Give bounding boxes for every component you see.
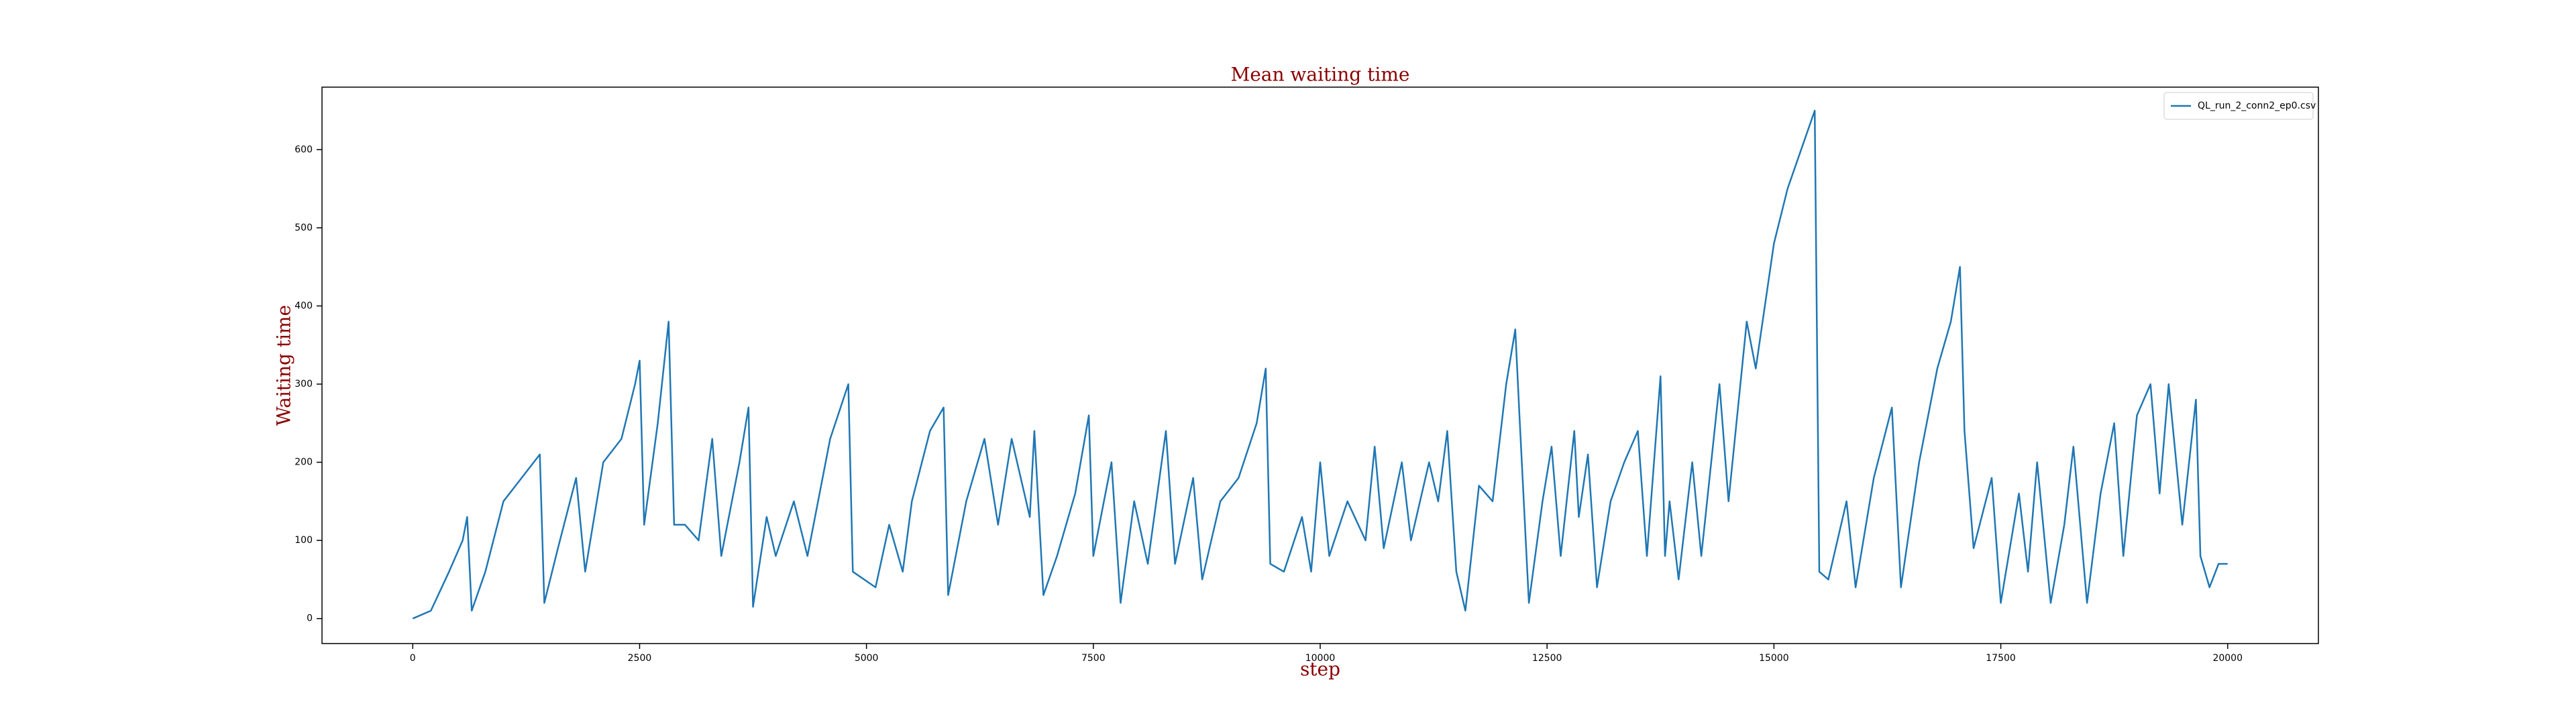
y-tick-label: 200 <box>294 457 313 468</box>
data-line <box>412 109 2228 619</box>
plot-frame <box>321 86 2319 644</box>
y-axis-label: Waiting time <box>273 305 295 426</box>
x-tick-label: 10000 <box>1305 653 1336 664</box>
legend-box <box>2163 92 2314 120</box>
y-tick-label: 300 <box>294 379 313 389</box>
x-tick-label: 0 <box>410 653 416 664</box>
x-tick-label: 2500 <box>628 653 652 664</box>
y-tick-label: 400 <box>294 300 313 311</box>
y-tick-label: 600 <box>294 144 313 155</box>
y-tick-label: 100 <box>294 535 313 546</box>
chart-title: Mean waiting time <box>1231 64 1410 86</box>
legend-label: QL_run_2_conn2_ep0.csv <box>2198 101 2316 111</box>
x-tick-label: 7500 <box>1081 653 1106 664</box>
x-axis-label: step <box>1300 658 1340 680</box>
y-tick-label: 500 <box>294 223 313 233</box>
x-tick-label: 5000 <box>855 653 879 664</box>
x-tick-label: 12500 <box>1532 653 1562 664</box>
x-tick-label: 17500 <box>1986 653 2016 664</box>
y-tick-label: 0 <box>307 613 313 624</box>
x-tick-label: 20000 <box>2212 653 2243 664</box>
x-tick-label: 15000 <box>1759 653 1789 664</box>
